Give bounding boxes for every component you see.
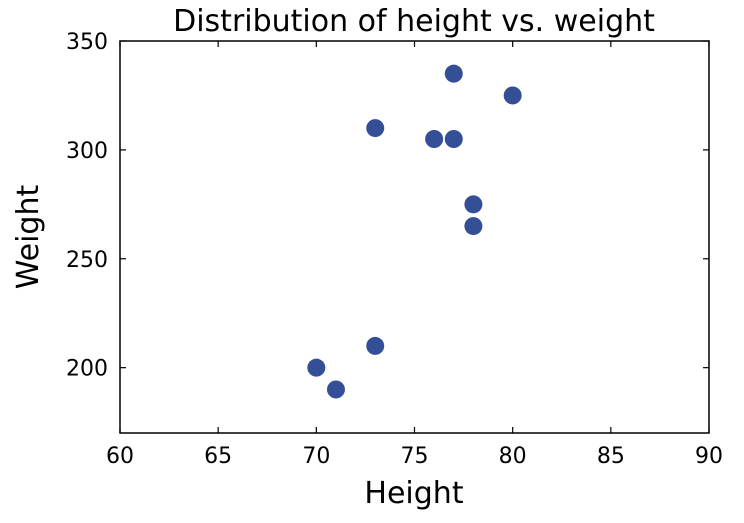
data-point [444, 64, 463, 83]
x-tick-label: 90 [695, 444, 723, 469]
data-point [366, 119, 385, 138]
y-tick-label: 300 [66, 139, 108, 164]
x-tick-label: 65 [204, 444, 232, 469]
data-point [444, 130, 463, 148]
x-tick-label: 60 [106, 444, 134, 469]
x-tick-label: 75 [401, 444, 429, 469]
x-tick-label: 85 [597, 444, 625, 469]
x-tick-label: 80 [499, 444, 527, 469]
points-layer [307, 64, 522, 399]
data-point [307, 358, 326, 377]
chart-title: Distribution of height vs. weight [173, 4, 655, 39]
data-point [464, 217, 483, 236]
plot-area-frame [119, 40, 710, 434]
data-point [503, 86, 522, 105]
y-tick-label: 200 [66, 357, 108, 382]
x-axis-label: Height [364, 476, 463, 511]
data-point [366, 336, 385, 355]
y-tick-label: 250 [66, 248, 108, 273]
data-point [464, 195, 483, 214]
data-point [425, 130, 444, 148]
data-point [326, 380, 345, 399]
ticks-layer: 60 65 70 75 80 85 90 200 250 300 350 [66, 30, 723, 469]
x-tick-label: 70 [302, 444, 330, 469]
y-tick-label: 350 [66, 30, 108, 55]
y-axis-label: Weight [11, 185, 46, 290]
